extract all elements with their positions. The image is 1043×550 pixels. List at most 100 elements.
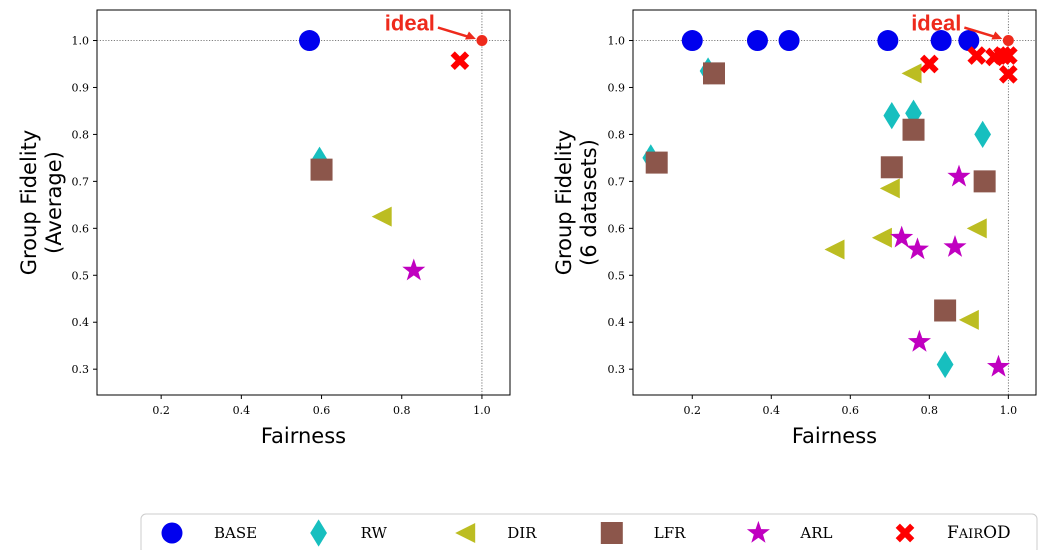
- legend-item-fairod: FAIROD: [895, 523, 1011, 543]
- point-fairod: [920, 54, 939, 74]
- x-tick-label: 1.0: [1000, 404, 1018, 417]
- series-fairod: [920, 46, 1018, 84]
- legend-label-fairod: FAIROD: [947, 523, 1011, 543]
- axes-frame: [96, 9, 511, 396]
- point-base: [778, 30, 800, 52]
- point-arl: [907, 329, 931, 352]
- ideal-arrow-head: [464, 31, 476, 40]
- ideal-point: [476, 35, 488, 47]
- y-tick-label: 0.8: [72, 128, 90, 141]
- point-lfr: [973, 170, 996, 193]
- point-dir: [901, 63, 922, 84]
- legend-marker-arl: [746, 520, 770, 543]
- point-rw: [936, 350, 954, 379]
- series-base: [299, 30, 321, 52]
- point-dir: [958, 309, 979, 330]
- y-tick-label: 1.0: [72, 35, 90, 48]
- legend-item-rw: RW: [310, 519, 388, 547]
- y-tick-label: 0.3: [72, 363, 90, 376]
- point-lfr: [645, 151, 668, 174]
- point-dir: [371, 206, 392, 227]
- x-tick-label: 0.2: [152, 404, 170, 417]
- point-dir: [966, 218, 987, 239]
- point-arl: [890, 225, 914, 248]
- y-tick-label: 0.5: [72, 269, 90, 282]
- series-arl: [402, 258, 426, 281]
- legend-marker-rw: [310, 519, 327, 547]
- legend-label-lfr: LFR: [654, 524, 686, 542]
- legend-label-dir: DIR: [507, 524, 537, 542]
- point-lfr: [880, 156, 903, 179]
- legend-label-arl: ARL: [799, 524, 832, 542]
- point-lfr: [902, 118, 925, 141]
- point-fairod: [450, 51, 470, 71]
- point-rw: [974, 120, 992, 149]
- point-dir: [824, 239, 845, 260]
- ideal-arrow: [963, 26, 998, 39]
- ideal-point: [1002, 35, 1014, 47]
- x-tick-label: 0.8: [393, 404, 411, 417]
- point-fairod: [999, 46, 1018, 65]
- series-dir: [371, 206, 392, 227]
- legend-label-rw: RW: [361, 524, 388, 542]
- x-axis-label: Fairness: [261, 424, 346, 448]
- point-base: [299, 30, 321, 52]
- legend-frame: [140, 513, 1038, 550]
- y-tick-label: 0.4: [608, 316, 626, 329]
- y-tick-label: 0.9: [608, 81, 626, 94]
- series-rw: [642, 57, 992, 379]
- point-base: [877, 30, 899, 52]
- ideal-label: ideal: [911, 11, 961, 36]
- y-axis-label: (6 datasets): [577, 139, 601, 266]
- legend-marker-dir: [455, 523, 476, 543]
- point-fairod: [999, 65, 1018, 84]
- legend-item-arl: ARL: [746, 520, 833, 543]
- x-axis-label: Fairness: [792, 424, 877, 448]
- y-tick-label: 0.7: [608, 175, 626, 188]
- ideal-arrow-head: [991, 31, 1003, 40]
- point-lfr: [702, 62, 725, 85]
- axes-frame: [632, 9, 1037, 396]
- x-tick-label: 1.0: [473, 404, 491, 417]
- y-axis-label: Group Fidelity: [552, 130, 576, 276]
- y-tick-label: 0.7: [72, 175, 90, 188]
- x-tick-label: 0.4: [233, 404, 251, 417]
- y-axis-label: Group Fidelity: [17, 130, 41, 276]
- chart-panel-1: 0.2 0.4 0.6 0.8 1.0 0.3 0.4 0.5 0.6 0.7 0.8 0.9 1.0 F…: [17, 9, 511, 448]
- x-tick-label: 0.2: [684, 404, 702, 417]
- series-arl: [890, 164, 1010, 377]
- chart-panel-2: 0.2 0.4 0.6 0.8 1.0 0.3 0.4 0.5 0.6 0.7 0.8 0.9 1.0 F…: [552, 9, 1037, 448]
- point-rw: [883, 102, 901, 130]
- point-base: [746, 30, 768, 52]
- y-tick-label: 0.6: [608, 222, 626, 235]
- point-lfr: [934, 299, 957, 322]
- point-base: [681, 30, 703, 52]
- y-tick-label: 0.5: [608, 269, 626, 282]
- y-tick-label: 0.4: [72, 316, 90, 329]
- point-dir: [879, 178, 900, 199]
- legend-marker-fairod: [895, 523, 915, 543]
- series-base: [681, 30, 980, 52]
- series-fairod: [450, 51, 470, 71]
- point-base: [930, 30, 952, 52]
- series-lfr: [645, 62, 996, 322]
- x-tick-label: 0.8: [921, 404, 939, 417]
- point-arl: [402, 258, 426, 281]
- point-arl: [947, 164, 971, 187]
- point-dir: [871, 227, 892, 248]
- x-tick-label: 0.6: [842, 404, 860, 417]
- point-fairod: [967, 46, 987, 65]
- ideal-arrow: [437, 26, 472, 39]
- y-tick-label: 0.3: [608, 363, 626, 376]
- y-tick-label: 0.9: [72, 81, 90, 94]
- point-arl: [906, 237, 929, 260]
- legend-marker-lfr: [600, 522, 623, 544]
- ideal-label: ideal: [385, 11, 435, 36]
- x-tick-label: 0.4: [763, 404, 781, 417]
- point-lfr: [310, 158, 333, 181]
- point-base: [958, 30, 980, 52]
- legend: BASE RW DIR LFR ARL FAIROD: [140, 513, 1038, 550]
- y-tick-label: 0.8: [608, 128, 626, 141]
- legend-marker-base: [161, 522, 183, 544]
